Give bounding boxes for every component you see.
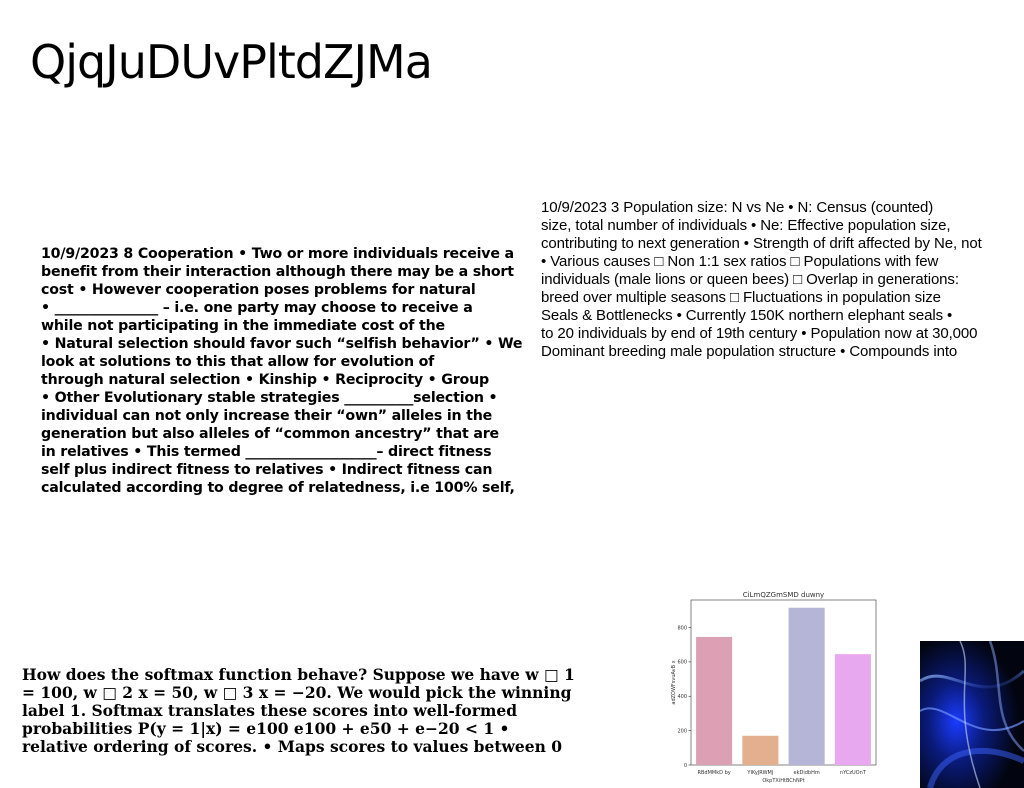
x-tick-label: ekDidbHm [794, 770, 820, 776]
cooperation-text-line: while not participating in the immediate… [41, 318, 445, 334]
population-text-line: Dominant breeding male population struct… [541, 343, 958, 360]
y-tick-label: 400 [677, 694, 687, 700]
x-tick-label: nYCzUOnT [840, 770, 867, 776]
population-size-text-block: 10/9/2023 3 Population size: N vs Ne • N… [541, 199, 1024, 361]
population-text-line: Seals & Bottlenecks • Currently 150K nor… [541, 307, 953, 324]
bar-chart: CiLmQZGmSMD duwny RBdMMkD by YIKyJRWMJ ekDi… [671, 591, 877, 784]
page-title: QjqJuDUvPltdZJMa [30, 35, 433, 89]
population-text-line: individuals (male lions or queen bees) □… [541, 271, 959, 288]
y-tick-label: 200 [677, 728, 687, 734]
cooperation-text-line: benefit from their interaction although … [41, 264, 514, 280]
x-tick-label: YIKyJRWMJ [746, 770, 773, 776]
chart-title: CiLmQZGmSMD duwny [743, 591, 824, 599]
plot-frame [690, 599, 877, 766]
population-text-line: breed over multiple seasons □ Fluctuatio… [541, 289, 941, 306]
cooperation-text-block: 10/9/2023 8 Cooperation • Two or more in… [41, 245, 541, 497]
cooperation-text-line: in relatives • This termed _____________… [41, 444, 492, 460]
softmax-text-line: label 1. Softmax translates these scores… [22, 701, 518, 720]
cooperation-text-line: • Natural selection should favor such “s… [41, 336, 523, 352]
cooperation-text-line: through natural selection • Kinship • Re… [41, 372, 489, 388]
population-text-line: 10/9/2023 3 Population size: N vs Ne • N… [541, 199, 934, 216]
softmax-text-line: How does the softmax function behave? Su… [22, 665, 575, 684]
cooperation-text-line: • Other Evolutionary stable strategies _… [41, 390, 498, 406]
softmax-text-block: How does the softmax function behave? Su… [22, 666, 622, 756]
population-text-line: size, total number of individuals • Ne: … [541, 217, 951, 234]
cooperation-text-line: generation but also alleles of “common a… [41, 426, 499, 442]
population-text-line: contributing to next generation • Streng… [541, 235, 982, 252]
abstract-blue-wave-image [920, 641, 1024, 788]
cooperation-text-line: • _______________ – i.e. one party may c… [41, 300, 473, 316]
bar-0 [696, 636, 733, 765]
softmax-text-line: = 100, w □ 2 x = 50, w □ 3 x = −20. We w… [22, 683, 572, 702]
bar-1 [742, 735, 779, 765]
bar-2 [788, 607, 825, 765]
y-tick-label: 600 [677, 660, 687, 666]
softmax-text-line: relative ordering of scores. • Maps scor… [22, 737, 563, 756]
cooperation-text-line: 10/9/2023 8 Cooperation • Two or more in… [41, 246, 514, 262]
x-axis-label: OkpTXiHtBChNPt [762, 778, 804, 784]
softmax-text-line: probabilities P(y = 1|x) = e100 e100 + e… [22, 719, 510, 738]
cooperation-text-line: self plus indirect fitness to relatives … [41, 462, 493, 478]
y-axis-label: adZOWFsvuAvB x [671, 660, 677, 704]
cooperation-text-line: look at solutions to this that allow for… [41, 354, 435, 370]
y-tick-label: 800 [677, 625, 687, 631]
cooperation-text-line: calculated according to degree of relate… [41, 480, 515, 496]
cooperation-text-line: cost • However cooperation poses problem… [41, 282, 476, 298]
y-tick-label: 0 [684, 763, 687, 769]
bar-3 [834, 654, 871, 765]
population-text-line: to 20 individuals by end of 19th century… [541, 325, 978, 342]
cooperation-text-line: individual can not only increase their “… [41, 408, 493, 424]
population-text-line: • Various causes □ Non 1:1 sex ratios □ … [541, 253, 939, 270]
x-tick-label: RBdMMkD by [698, 770, 731, 776]
